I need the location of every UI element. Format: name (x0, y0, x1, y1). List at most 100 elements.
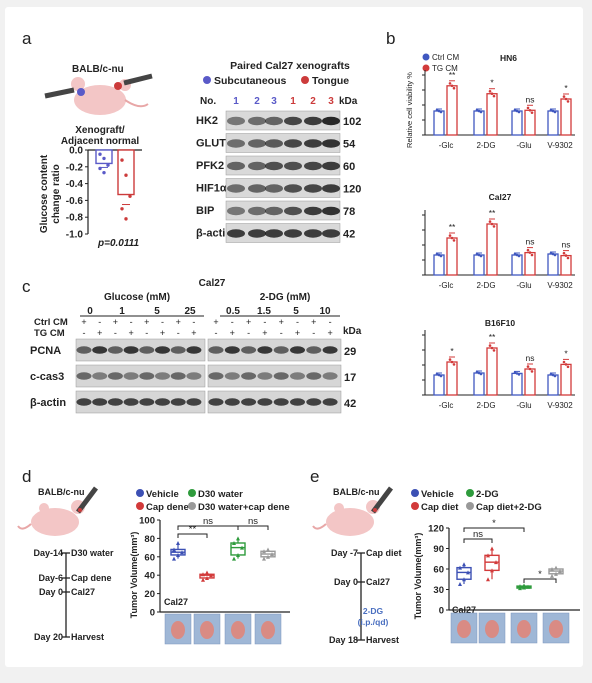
b-point-tg (526, 248, 530, 252)
c-band (241, 398, 257, 406)
b-significance: ns (526, 94, 535, 104)
ytick-label: 90 (433, 544, 444, 555)
legend-marker (411, 502, 419, 510)
box-point (201, 572, 205, 577)
box-point (458, 582, 462, 587)
c-2dg-conc: 5 (293, 306, 299, 317)
e-timeline-event: Cal27 (366, 577, 390, 587)
b-point-ctrl (513, 371, 517, 374)
mouse-illustration-e (312, 486, 393, 536)
a-blot-title: Paired Cal27 xenografts (230, 60, 350, 72)
b-bar-tg (524, 109, 536, 136)
b-legend-tg-marker (422, 64, 430, 72)
a-blot-strip (225, 223, 341, 243)
legend-marker (411, 489, 419, 497)
b-point-tg (490, 346, 494, 350)
b-legend: Ctrl CM TG CM (422, 53, 459, 73)
c-tg-sign: - (145, 328, 148, 338)
b-point-ctrl (435, 372, 439, 376)
c-band (208, 372, 224, 380)
b-category-label: -Glc (439, 281, 454, 290)
b-point-ctrl (435, 252, 439, 256)
legend-label: Cap diet+2-DG (476, 502, 542, 513)
b-bar-tg (446, 237, 458, 276)
a-ratio-title-2: Adjacent normal (61, 136, 140, 147)
a-ytick-label: -0.4 (66, 179, 84, 190)
c-kda-value: 17 (344, 372, 356, 384)
b-point-tg (492, 225, 496, 228)
box-point (558, 569, 562, 574)
c-ctrl-sign: + (246, 317, 251, 327)
a-band (322, 161, 340, 171)
b-point-tg (490, 92, 494, 96)
b-bar-ctrl (511, 110, 523, 136)
c-band (322, 398, 338, 406)
b-bar-tg (486, 93, 498, 136)
a-band (248, 229, 266, 238)
a-kda-value: 60 (343, 161, 355, 173)
a-band (265, 161, 283, 171)
e-timeline-event: Cap diet (366, 548, 402, 558)
b-point-ctrl (479, 110, 483, 114)
c-tg-sign: - (114, 328, 117, 338)
c-tg-sign: - (177, 328, 180, 338)
b-significance: * (490, 78, 494, 88)
box-point (486, 577, 490, 582)
ytick-label: 60 (144, 552, 155, 563)
b-legend-ctrl-marker (422, 53, 430, 61)
box-point (236, 536, 240, 541)
b-point-ctrl (517, 254, 521, 258)
b-significance: ** (489, 208, 496, 218)
a-band (227, 116, 245, 126)
b-point-tg (528, 367, 532, 371)
b-point-ctrl (475, 252, 479, 256)
a-lane-number: 2 (310, 96, 316, 107)
ytick-label: 60 (433, 565, 444, 576)
box-point (270, 552, 274, 557)
box-point (205, 570, 209, 575)
c-ctrl-sign: - (329, 317, 332, 327)
a-band (284, 116, 302, 126)
legend-marker (136, 502, 144, 510)
a-ytick-label: -1.0 (66, 230, 84, 241)
b-point-tg (562, 95, 566, 98)
box-point (466, 570, 470, 575)
c-ctrl-sign: + (279, 317, 284, 327)
b-point-tg (452, 363, 456, 366)
box-point (526, 584, 530, 589)
a-data-point (120, 207, 124, 211)
b-point-ctrl (439, 254, 443, 258)
d-timeline-day: Day 20 (34, 632, 63, 642)
sig-label: ns (203, 516, 213, 527)
a-band (227, 139, 245, 148)
d-ylabel: Tumor Volume(mm³) (129, 532, 139, 619)
a-band (284, 229, 302, 238)
b-point-ctrl (553, 253, 557, 257)
a-band (227, 229, 245, 238)
legend-label: Cap diet (421, 502, 459, 513)
a-band (284, 139, 302, 148)
b-legend-ctrl: Ctrl CM (432, 53, 459, 62)
legend-marker (136, 489, 144, 497)
c-band (290, 398, 305, 406)
a-blot-strip (225, 200, 341, 221)
c-band (224, 346, 240, 354)
box-point (232, 541, 236, 545)
tumor-shape (517, 620, 531, 638)
c-band (306, 398, 322, 406)
a-ratio-title-1: Xenograft/ (75, 125, 125, 136)
b-significance: * (564, 83, 568, 93)
b-point-tg (526, 106, 530, 110)
d-timeline-event: Cal27 (71, 587, 95, 597)
a-blot-strip (225, 133, 341, 153)
d-legend: Vehicle D30 water Cap dene D30 water+cap de… (136, 489, 290, 513)
b-bar-ctrl (433, 110, 445, 136)
b-point-ctrl (437, 109, 441, 113)
b-point-tg (528, 251, 532, 254)
c-2dg-conc: 10 (319, 306, 331, 317)
legend-marker (188, 502, 196, 510)
c-band (123, 346, 139, 354)
b-category-label: 2-DG (476, 401, 495, 410)
c-ctrl-sign: - (263, 317, 266, 327)
a-band (248, 139, 266, 148)
